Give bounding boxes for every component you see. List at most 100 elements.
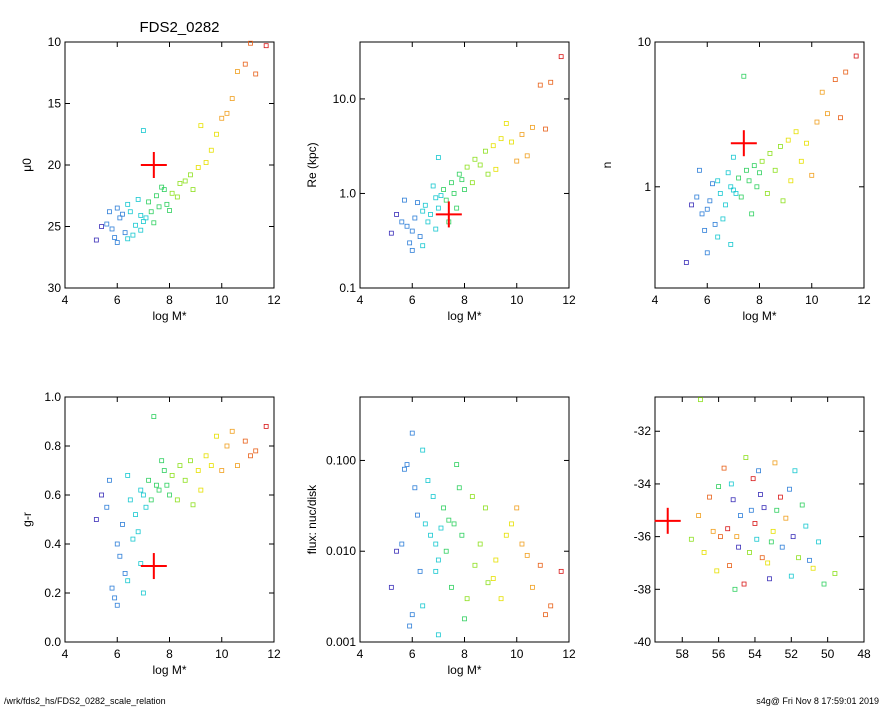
data-point [127,497,133,503]
data-point [420,447,426,453]
data-point [404,462,410,468]
data-point [130,232,136,238]
data-point [514,158,520,164]
x-tick-label: 12 [267,293,281,307]
data-point [720,216,726,222]
data-point [768,539,774,545]
data-point [825,111,830,117]
data-point [161,187,167,193]
data-point [120,211,125,217]
data-point [451,191,457,196]
data-point [433,226,439,232]
data-point [733,191,739,196]
data-point [774,507,780,513]
data-point [235,463,240,469]
data-point [454,205,460,211]
data-point [701,550,707,555]
data-point [469,180,475,186]
data-point [772,460,778,466]
data-point [749,211,755,217]
x-tick-label: 54 [748,647,762,661]
data-point [135,529,141,535]
data-point [177,181,183,186]
x-axis-label: log M* [447,663,481,677]
data-point [451,521,457,527]
data-point [125,578,131,584]
data-point [412,485,418,491]
data-point [99,224,104,229]
y-tick-label: 20 [48,158,62,172]
data-point [548,79,554,85]
data-point [727,563,732,569]
data-point [433,195,439,201]
data-point [430,494,436,499]
data-point [140,219,146,224]
data-point [151,220,157,226]
data-point [229,428,235,434]
data-point [195,468,201,473]
data-point [464,164,470,170]
panel-3-frame [654,41,865,289]
data-point [125,201,131,207]
data-point [485,580,491,586]
x-tick-label: 4 [357,293,364,307]
data-point [99,492,104,498]
data-point [838,115,843,121]
data-point [449,584,454,590]
data-point [459,532,465,538]
x-tick-label: 10 [215,647,229,661]
data-point [816,539,821,545]
y-tick-label: 25 [48,220,62,234]
data-point [182,477,188,483]
data-point [715,234,721,240]
y-tick-label: 10 [48,35,62,49]
data-point [751,163,757,169]
data-point [715,178,721,184]
data-point [187,172,193,178]
data-point [394,548,399,554]
data-point [472,562,478,568]
y-tick-label: 0.2 [44,586,61,600]
data-point [832,571,838,576]
data-point [190,187,196,193]
data-point [253,448,259,454]
data-point [117,553,123,559]
y-tick-label: 1.0 [44,390,61,404]
data-point [482,505,488,511]
data-point [428,532,433,538]
data-point [388,584,394,590]
data-point [203,453,209,459]
data-point [725,170,731,176]
data-point [810,565,816,571]
data-point [788,178,794,184]
x-tick-label: 6 [704,293,711,307]
y-tick-label: 0.010 [326,544,356,558]
data-point [738,513,743,518]
data-point [788,573,794,579]
data-point [798,158,804,164]
data-point [778,494,783,500]
y-tick-label: -38 [634,582,652,596]
data-point [159,458,165,464]
y-tick-label: 10 [638,35,652,49]
data-point [169,190,175,196]
data-point [746,178,752,184]
data-point [736,544,741,550]
data-point [409,612,415,618]
data-point [415,512,420,518]
data-point [741,73,747,79]
data-point [219,115,225,121]
data-point [785,137,791,143]
data-point [125,472,131,478]
y-tick-label: -36 [634,530,652,544]
data-point [759,555,765,561]
data-point [138,227,144,233]
data-point [464,596,470,602]
data-point [519,541,525,547]
data-point [122,230,128,236]
data-point [219,468,225,473]
data-point [459,177,465,183]
data-point [135,197,141,202]
data-point [462,616,467,622]
data-point [248,453,253,459]
